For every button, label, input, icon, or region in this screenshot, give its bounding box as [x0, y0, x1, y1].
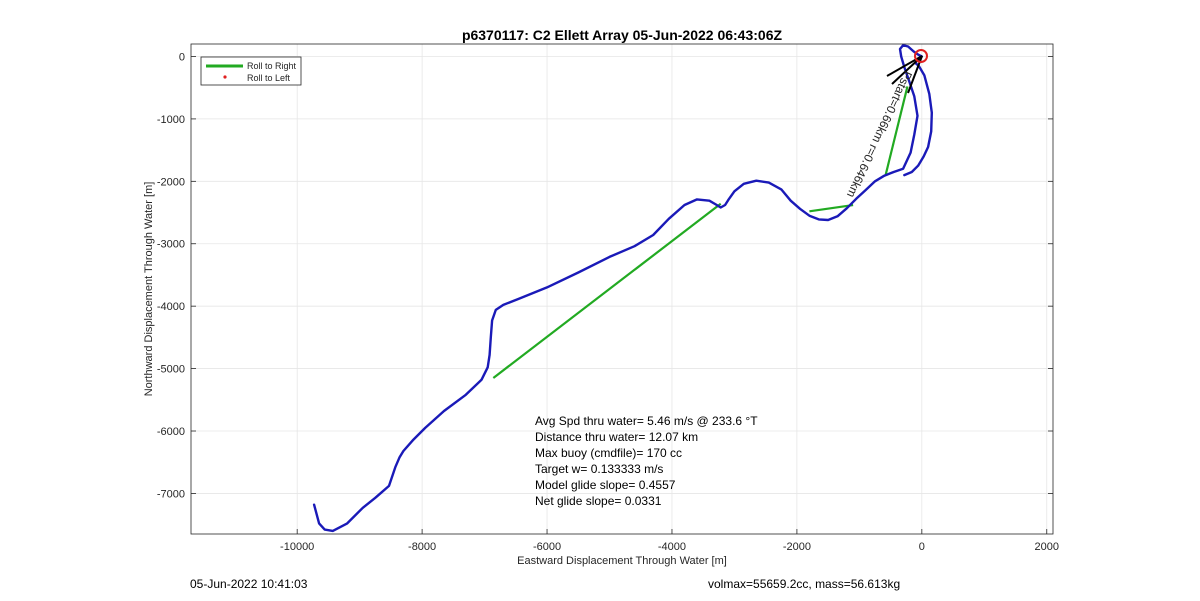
glider-track-line [312, 44, 933, 533]
x-tick-label: 2000 [1035, 541, 1059, 553]
legend: Roll to Right Roll to Left [200, 56, 302, 86]
grid-lines [191, 44, 1053, 534]
net-glide-text: Net glide slope= 0.0331 [535, 494, 662, 508]
model-glide-text: Model glide slope= 0.4557 [535, 478, 676, 492]
x-tick-label: 0 [919, 541, 925, 553]
roll-right-segment [884, 86, 909, 176]
legend-label-roll-left: Roll to Left [247, 73, 291, 83]
x-axis-label: Eastward Displacement Through Water [m] [517, 555, 727, 567]
x-tick-label: -10000 [280, 541, 314, 553]
y-tick-label: -7000 [157, 488, 185, 500]
y-tick-label: -1000 [157, 114, 185, 126]
y-tick-label: -5000 [157, 364, 185, 376]
footer-timestamp: 05-Jun-2022 10:41:03 [190, 577, 308, 591]
footer-vol-mass: volmax=55659.2cc, mass=56.613kg [708, 577, 901, 591]
x-tick-label: -4000 [658, 541, 686, 553]
x-tick-label: -8000 [408, 541, 436, 553]
y-axis: 0 -1000 -2000 -3000 -4000 -5000 -6000 -7000 [157, 51, 1053, 500]
y-axis-label: Northward Displacement Through Water [m] [143, 182, 155, 397]
y-tick-label: -6000 [157, 426, 185, 438]
avg-speed-text: Avg Spd thru water= 5.46 m/s @ 233.6 °T [535, 414, 758, 428]
chart-title: p6370117: C2 Ellett Array 05-Jun-2022 06… [462, 27, 783, 43]
max-buoy-text: Max buoy (cmdfile)= 170 cc [535, 446, 682, 460]
axes-frame [190, 43, 1054, 535]
legend-label-roll-right: Roll to Right [247, 61, 297, 71]
roll-right-segment [809, 203, 854, 213]
target-w-text: Target w= 0.133333 m/s [535, 462, 663, 476]
roll-right-segment [492, 202, 722, 379]
y-tick-label: -2000 [157, 176, 185, 188]
y-tick-label: 0 [179, 51, 185, 63]
start-marker-icon [914, 49, 928, 63]
stats-annotation: Avg Spd thru water= 5.46 m/s @ 233.6 °T … [535, 414, 758, 508]
x-tick-label: -6000 [533, 541, 561, 553]
legend-red-dot-icon [223, 75, 227, 79]
x-axis: -10000 -8000 -6000 -4000 -2000 0 2000 [280, 529, 1059, 553]
x-tick-label: -2000 [783, 541, 811, 553]
distance-text: Distance thru water= 12.07 km [535, 430, 698, 444]
y-tick-label: -3000 [157, 239, 185, 251]
plot-area [191, 44, 1053, 534]
roll-right-segments [492, 86, 909, 379]
y-tick-label: -4000 [157, 301, 185, 313]
